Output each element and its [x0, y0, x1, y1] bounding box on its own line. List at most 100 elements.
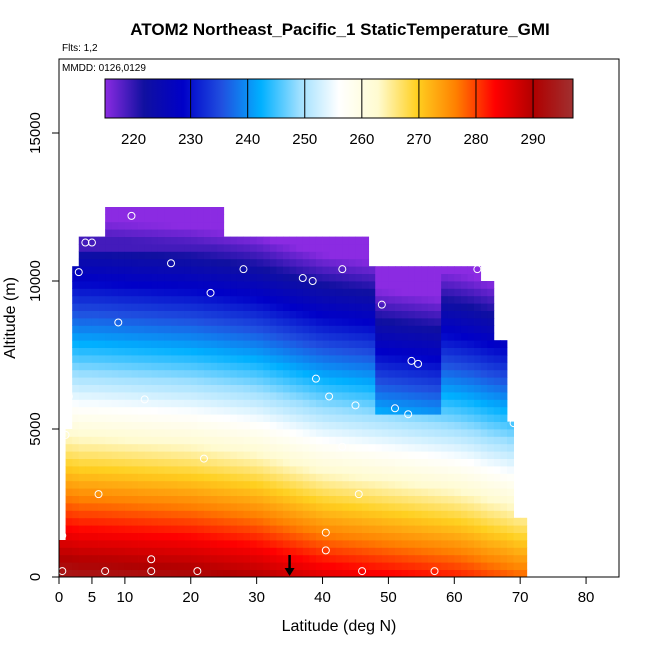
heatmap-cell [250, 569, 258, 577]
heatmap-cell [138, 288, 146, 297]
heatmap-cell [78, 421, 86, 430]
heatmap-cell [256, 554, 264, 563]
heatmap-cell [236, 347, 244, 356]
heatmap-cell [276, 436, 284, 445]
heatmap-cell [487, 399, 495, 408]
heatmap-cell [355, 451, 363, 459]
heatmap-cell [302, 473, 310, 482]
heatmap-cell [388, 414, 396, 422]
heatmap-cell [197, 429, 205, 437]
heatmap-cell [493, 525, 501, 533]
heatmap-cell [223, 392, 231, 400]
heatmap-cell [375, 429, 383, 437]
heatmap-cell [296, 569, 304, 577]
heatmap-cell [105, 273, 113, 282]
heatmap-cell [500, 466, 508, 474]
heatmap-cell [322, 399, 330, 408]
heatmap-cell [184, 421, 192, 430]
heatmap-cell [348, 414, 356, 422]
heatmap-cell [283, 547, 290, 556]
heatmap-cell [111, 406, 119, 415]
heatmap-cell [230, 532, 238, 541]
heatmap-cell [210, 281, 218, 289]
heatmap-cell [276, 332, 284, 341]
heatmap-cell [269, 340, 277, 348]
heatmap-cell [210, 266, 218, 274]
heatmap-cell [78, 414, 86, 422]
heatmap-cell [256, 540, 264, 548]
heatmap-cell [177, 495, 185, 504]
heatmap-cell [78, 347, 86, 356]
heatmap-cell [190, 340, 198, 348]
heatmap-cell [171, 503, 178, 511]
heatmap-cell [91, 517, 99, 526]
heatmap-cell [144, 236, 152, 245]
heatmap-cell [309, 347, 317, 356]
heatmap-cell [111, 392, 119, 400]
heatmap-cell [289, 436, 297, 445]
heatmap-cell [427, 355, 435, 363]
heatmap-cell [427, 362, 435, 371]
heatmap-cell [131, 488, 139, 496]
heatmap-cell [487, 525, 495, 533]
heatmap-cell [157, 325, 165, 334]
heatmap-cell [447, 562, 455, 570]
heatmap-cell [124, 532, 132, 541]
heatmap-cell [243, 347, 251, 356]
x-tick-label: 70 [512, 589, 529, 606]
heatmap-cell [98, 266, 106, 274]
heatmap-cell [342, 244, 350, 252]
heatmap-cell [362, 547, 370, 556]
heatmap-cell [507, 510, 514, 519]
heatmap-cell [236, 273, 244, 282]
heatmap-cell [467, 451, 475, 459]
heatmap-cell [408, 503, 416, 511]
heatmap-cell [315, 318, 323, 326]
heatmap-cell [243, 295, 251, 304]
heatmap-cell [480, 436, 488, 445]
heatmap-cell [368, 525, 376, 533]
heatmap-cell [157, 436, 165, 445]
heatmap-cell [250, 414, 258, 422]
heatmap-cell [85, 340, 93, 348]
heatmap-cell [454, 488, 462, 496]
heatmap-cell [454, 392, 462, 400]
heatmap-cell [72, 517, 80, 526]
heatmap-cell [335, 303, 343, 311]
heatmap-cell [124, 332, 132, 341]
heatmap-cell [269, 251, 277, 260]
heatmap-cell [388, 384, 396, 393]
heatmap-cell [203, 569, 211, 577]
heatmap-cell [197, 229, 205, 237]
heatmap-cell [72, 295, 80, 304]
heatmap-cell [460, 429, 468, 437]
heatmap-cell [355, 458, 363, 467]
heatmap-cell [335, 347, 343, 356]
heatmap-cell [217, 384, 225, 393]
heatmap-cell [184, 495, 192, 504]
heatmap-cell [138, 399, 146, 408]
heatmap-cell [467, 369, 475, 378]
heatmap-cell [111, 540, 119, 548]
heatmap-cell [65, 443, 73, 452]
heatmap-cell [454, 310, 462, 319]
heatmap-cell [342, 473, 350, 482]
heatmap-cell [348, 562, 356, 570]
heatmap-cell [164, 495, 172, 504]
heatmap-cell [91, 236, 99, 245]
heatmap-cell [91, 503, 99, 511]
heatmap-cell [157, 517, 165, 526]
heatmap-cell [460, 384, 468, 393]
heatmap-cell [269, 473, 277, 482]
heatmap-cell [381, 369, 389, 378]
heatmap-cell [427, 547, 435, 556]
heatmap-cell [421, 392, 429, 400]
heatmap-cell [157, 554, 165, 563]
heatmap-cell [65, 547, 73, 556]
heatmap-cell [190, 399, 198, 408]
heatmap-cell [210, 399, 218, 408]
heatmap-cell [236, 547, 244, 556]
heatmap-cell [447, 436, 455, 445]
heatmap-cell [72, 384, 80, 393]
heatmap-cell [309, 406, 317, 415]
